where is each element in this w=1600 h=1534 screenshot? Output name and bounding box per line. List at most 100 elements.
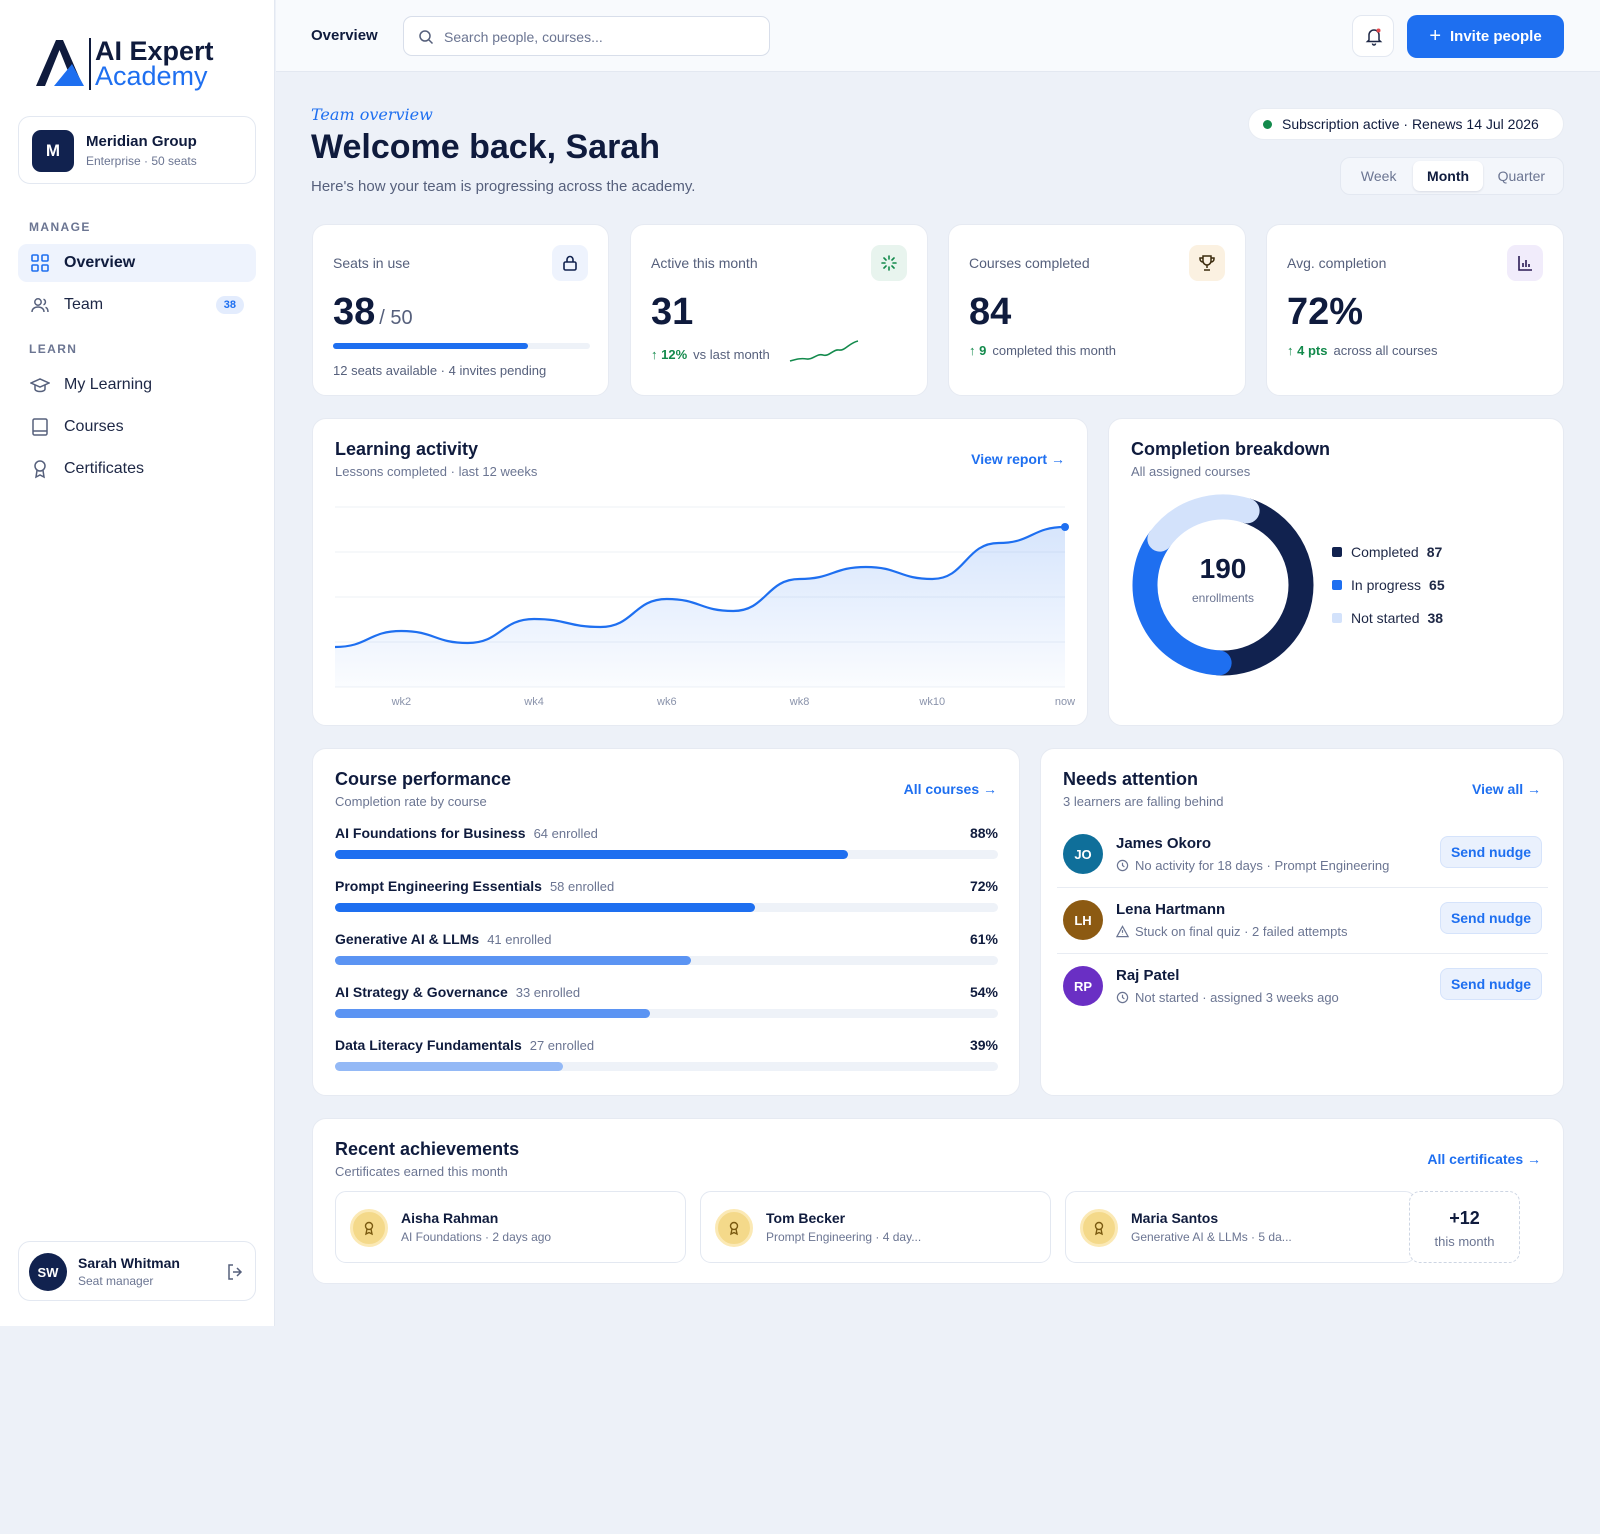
course-fill xyxy=(335,903,756,912)
user-role: Seat manager xyxy=(78,1274,154,1288)
donut-slice-in-progress xyxy=(1132,526,1232,676)
sidebar-item-overview[interactable]: Overview xyxy=(18,244,256,282)
seats-progress-fill xyxy=(333,343,529,349)
invite-people-button[interactable]: + Invite people xyxy=(1407,15,1564,58)
kpi-icon-box xyxy=(1189,245,1225,281)
plus-icon: + xyxy=(1429,25,1441,47)
sidebar-item-courses[interactable]: Courses xyxy=(18,408,256,446)
seats-progress-track xyxy=(333,343,590,349)
achievement-name: Maria Santos xyxy=(1131,1210,1219,1226)
clock-icon xyxy=(1116,859,1129,872)
logo-mark-icon xyxy=(36,40,84,86)
course-percent: 88% xyxy=(969,825,998,841)
kpi-icon-box xyxy=(871,245,907,281)
legend-swatch xyxy=(1332,580,1342,590)
book-icon xyxy=(32,418,48,436)
kpi-delta: ↑ 4 pts across all courses xyxy=(1287,343,1438,358)
period-selector: Week Month Quarter xyxy=(1340,157,1564,195)
view-all-link[interactable]: View all → xyxy=(1472,781,1541,797)
bell-icon xyxy=(1365,28,1383,46)
logout-icon[interactable] xyxy=(225,1262,245,1282)
course-row[interactable]: Generative AI & LLMs 41 enrolled 61% xyxy=(335,931,998,971)
period-week[interactable]: Week xyxy=(1360,168,1397,184)
kpi-icon-box xyxy=(552,245,588,281)
nav-section-learn: LEARN xyxy=(29,342,78,356)
brand-logo[interactable]: AI Expert Academy xyxy=(32,34,232,94)
card-subtitle: Certificates earned this month xyxy=(335,1164,508,1179)
nav-section-manage: MANAGE xyxy=(29,220,91,234)
org-plan: Enterprise · 50 seats xyxy=(86,154,197,168)
period-month[interactable]: Month xyxy=(1413,161,1483,191)
card-title: Learning activity xyxy=(335,439,479,459)
team-count-badge: 38 xyxy=(215,296,244,314)
x-tick-label: now xyxy=(1055,696,1075,708)
x-tick-label: wk8 xyxy=(789,696,810,708)
notifications-button[interactable] xyxy=(1352,15,1394,57)
card-subtitle: 3 learners are falling behind xyxy=(1063,794,1224,809)
kpi-avg-completion-card: Avg. completion 72% ↑ 4 pts across all co… xyxy=(1266,224,1564,396)
user-profile[interactable]: SW Sarah Whitman Seat manager xyxy=(18,1241,256,1301)
more-achievements-tile[interactable]: +12 this month xyxy=(1409,1191,1520,1263)
achievement-detail: AI Foundations · 2 days ago xyxy=(401,1230,552,1244)
course-percent: 39% xyxy=(969,1037,998,1053)
all-certificates-link[interactable]: All certificates → xyxy=(1427,1151,1541,1167)
sidebar-item-team[interactable]: Team 38 xyxy=(18,286,256,324)
send-nudge-button[interactable]: Send nudge xyxy=(1440,836,1542,868)
view-report-link[interactable]: View report → xyxy=(971,451,1065,467)
send-nudge-button[interactable]: Send nudge xyxy=(1440,968,1542,1000)
donut-total-label: enrollments xyxy=(1191,591,1255,605)
course-name: Data Literacy Fundamentals 27 enrolled xyxy=(335,1037,595,1053)
course-row[interactable]: Prompt Engineering Essentials 58 enrolled… xyxy=(335,878,998,918)
avatar: SW xyxy=(29,1253,67,1291)
card-subtitle: All assigned courses xyxy=(1131,464,1251,479)
learner-row: JO James Okoro No activity for 18 days ·… xyxy=(1057,823,1548,887)
sidebar-item-certificates[interactable]: Certificates xyxy=(18,450,256,488)
all-courses-link[interactable]: All courses → xyxy=(903,781,997,797)
org-name: Meridian Group xyxy=(86,133,197,150)
legend-label: In progress xyxy=(1351,577,1422,593)
kpi-subtext: 12 seats available · 4 invites pending xyxy=(333,363,547,378)
learner-name: James Okoro xyxy=(1116,835,1212,852)
x-tick-label: wk2 xyxy=(391,696,412,708)
search-input[interactable] xyxy=(444,26,754,48)
delta-value: ↑ 4 pts xyxy=(1287,343,1328,358)
kpi-label: Seats in use xyxy=(333,255,411,271)
series-line xyxy=(334,525,1066,649)
avatar: JO xyxy=(1063,834,1103,874)
recent-achievements-card: Recent achievements Certificates earned … xyxy=(312,1118,1564,1284)
sidebar-item-my-learning[interactable]: My Learning xyxy=(18,366,256,404)
send-nudge-button[interactable]: Send nudge xyxy=(1440,902,1542,934)
avatar: LH xyxy=(1063,900,1103,940)
card-title: Completion breakdown xyxy=(1131,439,1331,459)
brand-name-line1: AI Expert xyxy=(95,36,214,66)
period-quarter[interactable]: Quarter xyxy=(1497,168,1546,184)
trophy-icon xyxy=(1199,255,1215,271)
card-title: Course performance xyxy=(335,769,512,789)
status-dot xyxy=(1263,120,1272,129)
brand-name-line2: Academy xyxy=(95,61,208,91)
course-row[interactable]: Data Literacy Fundamentals 27 enrolled 39… xyxy=(335,1037,998,1077)
page-title: Overview xyxy=(311,27,378,44)
achievement-item[interactable]: Maria Santos Generative AI & LLMs · 5 da… xyxy=(1065,1191,1416,1263)
legend-not-started: Not started 38 xyxy=(1332,610,1443,626)
seats-total: / 50 xyxy=(379,307,413,329)
donut-total: 190 xyxy=(1199,553,1247,584)
course-track xyxy=(335,903,998,912)
search-box[interactable] xyxy=(403,16,770,56)
subscription-status-badge: Subscription active · Renews 14 Jul 2026 xyxy=(1248,108,1564,140)
legend-in-progress: In progress 65 xyxy=(1332,577,1445,593)
course-track xyxy=(335,956,998,965)
achievement-item[interactable]: Tom Becker Prompt Engineering · 4 day... xyxy=(700,1191,1051,1263)
org-switcher[interactable]: M Meridian Group Enterprise · 50 seats xyxy=(18,116,256,184)
legend-value: 87 xyxy=(1426,544,1443,560)
achievement-item[interactable]: Aisha Rahman AI Foundations · 2 days ago xyxy=(335,1191,686,1263)
medal-icon xyxy=(1080,1209,1118,1247)
course-percent: 72% xyxy=(969,878,998,894)
x-tick-label: wk6 xyxy=(656,696,677,708)
subscription-text: Subscription active · Renews 14 Jul 2026 xyxy=(1282,116,1539,132)
legend-swatch xyxy=(1332,547,1342,557)
course-row[interactable]: AI Foundations for Business 64 enrolled 8… xyxy=(335,825,998,865)
x-tick-label: wk4 xyxy=(523,696,544,708)
course-row[interactable]: AI Strategy & Governance 33 enrolled 54% xyxy=(335,984,998,1024)
kpi-icon-box xyxy=(1507,245,1543,281)
